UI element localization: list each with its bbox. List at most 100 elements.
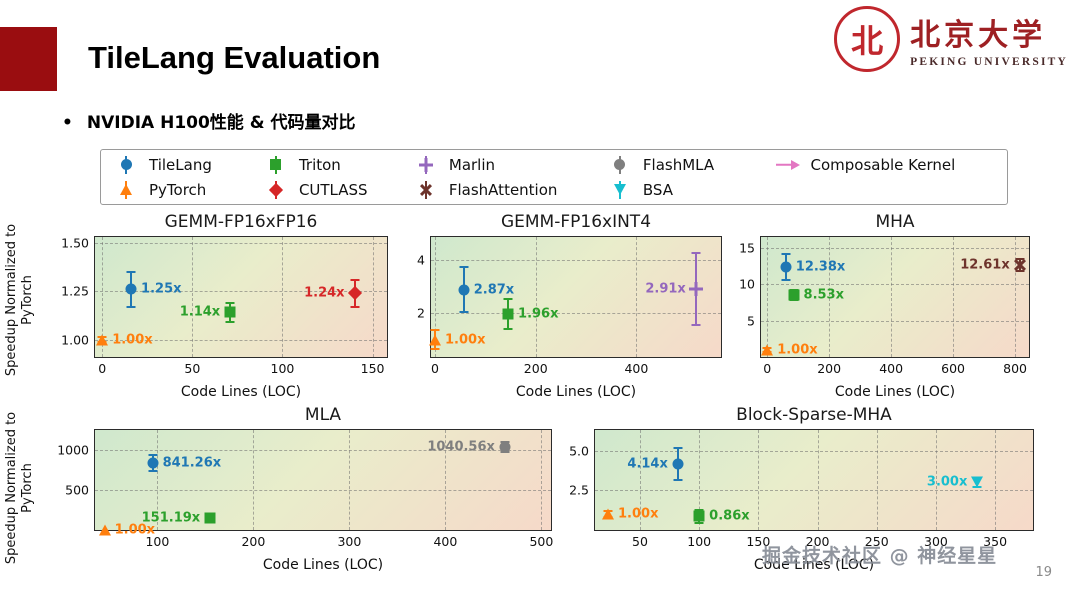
square-marker-icon [224, 306, 236, 318]
diamond-marker-icon [347, 286, 362, 301]
x-tick-label: 200 [817, 361, 842, 376]
pytorch-data-point [602, 508, 615, 520]
point-value-label: 1.24x [304, 285, 345, 301]
pku-logo: 北 北京大学 PEKING UNIVERSITY [834, 6, 1068, 72]
y-axis-label-top: Speedup Normalized to PyTorch [4, 223, 36, 377]
triton-data-point [788, 289, 800, 301]
triangle-up-marker-icon [96, 334, 109, 346]
y-tick-label: 500 [65, 482, 89, 498]
circle-marker-icon [120, 159, 132, 170]
legend-label: BSA [642, 180, 673, 199]
point-value-label: 1.00x [112, 332, 153, 348]
page-title: TileLang Evaluation [88, 40, 381, 75]
legend-label: Triton [298, 155, 341, 174]
triangle-up-marker-icon [602, 508, 615, 520]
legend-marker [607, 155, 633, 174]
page-number: 19 [1035, 565, 1052, 580]
x-tick-label: 150 [360, 361, 385, 376]
legend-marker [263, 155, 289, 174]
x-tick-label: 150 [746, 534, 771, 549]
x-axis-label: Code Lines (LOC) [515, 384, 637, 400]
chart-mha: MHA 0 200 400 600 800 5 10 15 1.00x 12.38x 8.53x 12… [722, 210, 1034, 402]
x-axis-label: Code Lines (LOC) [180, 384, 302, 400]
chart-block-sparse-mha: Block-Sparse-MHA 50 100 150 200 250 300 350 2.5… [556, 403, 1038, 575]
tilelang-data-point [780, 261, 792, 273]
x-tick-label: 200 [805, 534, 830, 549]
plus-marker-icon [688, 281, 703, 296]
x-marker-icon [417, 181, 434, 198]
point-value-label: 1.25x [141, 281, 182, 297]
triangle-up-marker-icon [429, 334, 442, 346]
accent-block [0, 27, 57, 91]
x-tick-label: 100 [270, 361, 295, 376]
legend-marker [413, 180, 439, 199]
gridline [891, 237, 893, 357]
triton-data-point [502, 308, 514, 320]
gridline [767, 237, 769, 357]
arrow-right-marker-icon [776, 159, 801, 170]
pytorch-data-point [429, 334, 442, 346]
chart-title: GEMM-FP16xINT4 [500, 212, 652, 232]
x-tick-label: 800 [1003, 361, 1027, 376]
plot-area: 0 50 100 150 1.00 1.25 1.50 1.00x 1.25x 1.14x 1.24… [61, 235, 388, 376]
legend-marker [113, 180, 139, 199]
pytorch-data-point [761, 344, 774, 356]
gridline [535, 237, 537, 357]
bullet-dot: • [62, 113, 73, 133]
x-tick-label: 50 [632, 534, 648, 549]
point-value-label: 0.86x [709, 508, 750, 524]
diamond-marker-icon [268, 182, 284, 197]
gridline [953, 237, 955, 357]
chart-gemm-fp16xint4: GEMM-FP16xINT4 0 200 400 2 4 1.00x 2.87x 1.96x 2… [392, 210, 726, 402]
x-axis-label: Code Lines (LOC) [753, 557, 875, 573]
circle-marker-icon [614, 159, 626, 170]
legend-label: Marlin [448, 155, 496, 174]
y-tick-label: 1000 [57, 442, 89, 458]
legend-item-marlin: Marlin [413, 155, 607, 174]
chart-title: MHA [875, 212, 915, 232]
chart-mla: MLA 100 200 300 400 500 500 1000 1.00x 841.26x 15… [56, 403, 556, 575]
chart-title: MLA [304, 405, 342, 425]
legend-label: FlashMLA [642, 155, 715, 174]
square-marker-icon [204, 512, 216, 524]
legend-marker [607, 180, 633, 199]
point-value-label: 1040.56x [427, 439, 495, 455]
plot-area: 0 200 400 2 4 1.00x 2.87x 1.96x 2.91x [417, 236, 722, 376]
point-value-label: 1.14x [179, 304, 221, 320]
circle-marker-icon [147, 457, 159, 469]
x-tick-label: 350 [983, 534, 1008, 549]
legend-label: CUTLASS [298, 180, 368, 199]
tilelang-data-point [458, 284, 470, 296]
x-tick-label: 200 [523, 361, 548, 376]
bullet-text: NVIDIA H100性能 & 代码量对比 [86, 113, 356, 133]
y-tick-label: 5 [747, 313, 755, 329]
x-axis-label: Code Lines (LOC) [262, 557, 384, 573]
x-tick-label: 250 [864, 534, 889, 549]
circle-marker-icon [499, 441, 511, 453]
pku-seal-icon: 北 [834, 6, 901, 72]
triangle-down-marker-icon [971, 476, 984, 488]
watermark: 掘金技术社区 @ 神经星星 [762, 545, 998, 567]
legend-marker [263, 180, 289, 199]
legend-item-flashmla: FlashMLA [607, 155, 775, 174]
y-tick-label: 2.5 [569, 482, 589, 498]
square-marker-icon [788, 289, 800, 301]
y-tick-label: 10 [739, 276, 755, 292]
legend-label: PyTorch [149, 180, 207, 199]
x-tick-label: 600 [941, 361, 966, 376]
gridline [761, 247, 1029, 249]
seal-glyph: 北 [851, 23, 884, 59]
y-tick-label: 4 [417, 252, 425, 268]
x-tick-label: 100 [145, 534, 170, 549]
circle-marker-icon [672, 458, 684, 470]
point-value-label: 2.87x [473, 282, 515, 298]
gridline [431, 259, 721, 261]
legend-marker [774, 156, 801, 174]
gridline [192, 237, 194, 357]
x-tick-label: 0 [763, 361, 772, 376]
circle-marker-icon [780, 261, 792, 273]
gridline [817, 430, 819, 530]
y-tick-label: 1.25 [61, 283, 89, 299]
plot-area: 0 200 400 600 800 5 10 15 1.00x 12.38x 8.53x 12.61x [739, 236, 1030, 376]
